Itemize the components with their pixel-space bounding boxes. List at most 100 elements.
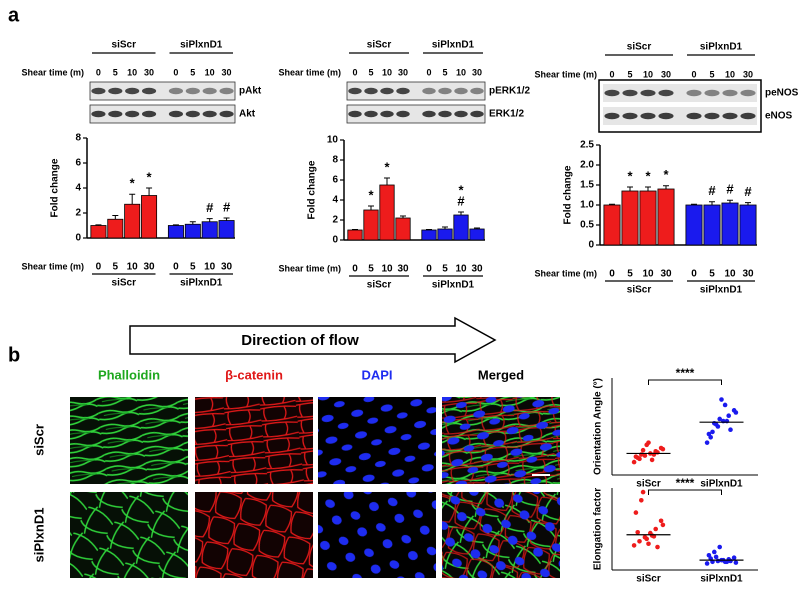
y-tick-label: 10: [327, 135, 339, 146]
blot-band: [108, 87, 123, 95]
data-point: [660, 446, 666, 452]
lane-label: 30: [144, 67, 154, 77]
significance-mark: *: [663, 167, 669, 182]
bar: [379, 184, 395, 241]
x-tick-label: 5: [368, 264, 374, 275]
blot-band: [202, 110, 217, 118]
data-point: [640, 447, 646, 453]
y-tick-label: 0: [75, 233, 81, 244]
error-bar: [129, 193, 136, 205]
significance-mark: #: [223, 199, 231, 214]
data-point: [712, 549, 717, 555]
lane-label: 30: [661, 69, 671, 79]
x-tick-label: 5: [190, 262, 196, 273]
error-bar: [146, 187, 153, 196]
blot-band: [704, 112, 720, 120]
x-tick-label: 0: [96, 262, 102, 273]
x-tick-label: 30: [660, 269, 672, 280]
data-point: [713, 422, 719, 427]
blot-frame: [598, 79, 762, 133]
data-point: [658, 518, 664, 524]
error-bar: [691, 203, 697, 205]
stain-label: β-catenin: [225, 367, 283, 382]
data-point: [631, 459, 637, 465]
data-point: [646, 440, 651, 445]
bar: [347, 229, 363, 241]
blot-strip: [603, 84, 757, 102]
y-axis-label: Fold change: [307, 160, 318, 219]
lane-label: 0: [352, 67, 357, 77]
x-tick-label: siScr: [636, 479, 661, 490]
blot-label: pERK1/2: [489, 86, 531, 97]
data-point: [642, 453, 648, 458]
blot-strip: [89, 81, 236, 101]
blot-band: [438, 87, 452, 95]
data-point: [644, 536, 649, 542]
x-tick-label: siPlxnD1: [700, 574, 743, 585]
image-stain: [195, 397, 313, 484]
blot-band: [364, 87, 378, 95]
stain-label: Merged: [478, 367, 524, 382]
bar: [218, 220, 235, 239]
x-tick-label: 10: [642, 269, 654, 280]
blot-band: [422, 110, 436, 118]
bar: [363, 209, 379, 241]
image-stain: [70, 397, 188, 484]
x-tick-label: 10: [127, 262, 139, 273]
blot-band: [640, 112, 656, 120]
blot-band: [141, 87, 157, 95]
micrographs: [70, 397, 560, 578]
lane-label: 30: [222, 67, 232, 77]
y-tick-label: 0: [332, 235, 338, 246]
x-label-top: Shear time (m): [534, 69, 597, 79]
blot-band: [470, 110, 484, 118]
blot-band: [364, 110, 378, 118]
error-bar: [727, 199, 733, 203]
group-label-bottom: siPlxnD1: [180, 278, 223, 289]
blot-label: Akt: [239, 109, 256, 120]
x-tick-label: 30: [221, 262, 233, 273]
significance-label: ****: [676, 476, 695, 490]
x-tick-label: 10: [204, 262, 216, 273]
bar: [603, 204, 621, 246]
bar: [437, 228, 453, 241]
blot-band: [658, 112, 674, 120]
image-stain: [195, 492, 313, 578]
stain-label: DAPI: [361, 367, 392, 382]
data-point: [635, 455, 640, 461]
error-bar: [95, 224, 102, 226]
data-point: [631, 543, 637, 548]
image-stain: [318, 397, 436, 484]
significance-mark: *: [458, 182, 464, 197]
panel-label: a: [8, 4, 20, 26]
bar: [685, 204, 703, 246]
blot-band: [348, 87, 362, 95]
bar: [469, 228, 485, 241]
error-bar: [172, 224, 179, 226]
blot-band: [622, 112, 638, 120]
error-bar: [474, 227, 480, 229]
bar: [657, 188, 675, 246]
x-tick-label: 5: [113, 262, 119, 273]
significance-mark: #: [726, 182, 734, 197]
y-tick-label: 1.0: [580, 200, 594, 211]
image-stain: [318, 492, 436, 578]
blot-band: [185, 110, 200, 118]
lane-label: 10: [643, 69, 653, 79]
data-point: [733, 560, 739, 565]
data-point: [726, 413, 731, 419]
bar: [90, 225, 107, 239]
bar: [639, 190, 657, 246]
lane-label: 10: [205, 67, 215, 77]
bar: [201, 221, 218, 239]
row-label: siPlxnD1: [31, 508, 46, 563]
blot-band: [396, 110, 410, 118]
flow-arrow: [129, 316, 497, 364]
blot-band: [141, 110, 157, 118]
blot-band: [722, 89, 738, 97]
bar: [721, 202, 739, 246]
blot-band: [202, 87, 217, 95]
significance-mark: #: [708, 183, 716, 198]
x-label-top: Shear time (m): [278, 67, 341, 77]
